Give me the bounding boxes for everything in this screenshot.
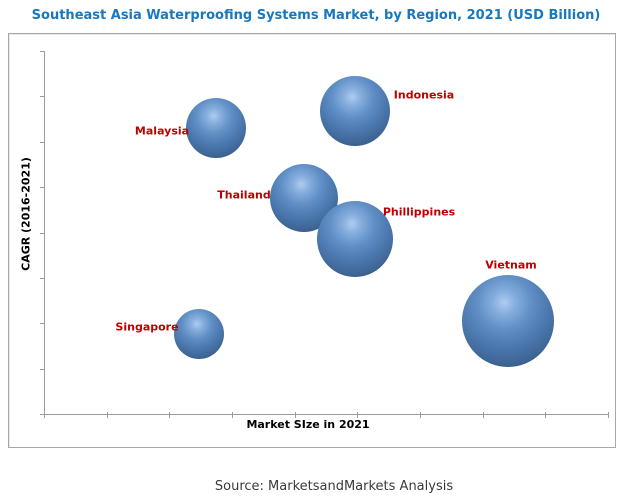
bubble-phillippines — [317, 201, 393, 277]
x-axis-tick — [420, 412, 421, 418]
x-axis-tick — [357, 412, 359, 418]
x-axis-tick — [482, 412, 484, 418]
y-axis-line — [44, 51, 45, 415]
bubble-vietnam — [462, 275, 554, 367]
bubble-label-vietnam: Vietnam — [485, 258, 537, 272]
bubble-label-thailand: Thailand — [217, 188, 271, 202]
y-axis-title: CAGR (2016-2021) — [19, 157, 33, 271]
bubble-label-phillippines: Phillippines — [382, 205, 456, 219]
x-axis-tick — [545, 412, 547, 418]
x-axis-tick — [608, 412, 609, 418]
x-axis-tick — [232, 412, 233, 418]
x-axis-tick — [44, 412, 45, 418]
source-note: Source: MarketsandMarkets Analysis — [214, 479, 454, 494]
bubble-malaysia — [186, 98, 246, 158]
x-axis-tick — [169, 412, 171, 418]
chart-plot-area: CAGR (2016-2021) Malaysia Indonesia Thaila… — [8, 33, 616, 448]
y-axis-tick — [40, 277, 44, 279]
x-axis-tick — [106, 412, 108, 418]
y-axis-tick — [40, 323, 44, 325]
y-axis-tick — [40, 51, 44, 52]
y-axis-tick — [40, 96, 44, 98]
x-axis-line — [44, 414, 609, 415]
y-axis-tick — [40, 187, 44, 189]
bubble-label-malaysia: Malaysia — [134, 124, 190, 138]
x-axis-tick — [294, 412, 296, 418]
x-axis-title: Market SIze in 2021 — [246, 418, 370, 431]
bubble-indonesia — [320, 76, 390, 146]
bubble-label-singapore: Singapore — [115, 320, 179, 334]
chart-title: Southeast Asia Waterproofing Systems Mar… — [31, 8, 601, 23]
bubble-label-indonesia: Indonesia — [393, 88, 455, 102]
y-axis-tick — [40, 368, 44, 370]
y-axis-tick — [40, 232, 44, 234]
y-axis-tick — [40, 414, 44, 415]
y-axis-tick — [40, 141, 44, 143]
bubble-singapore — [174, 309, 224, 359]
